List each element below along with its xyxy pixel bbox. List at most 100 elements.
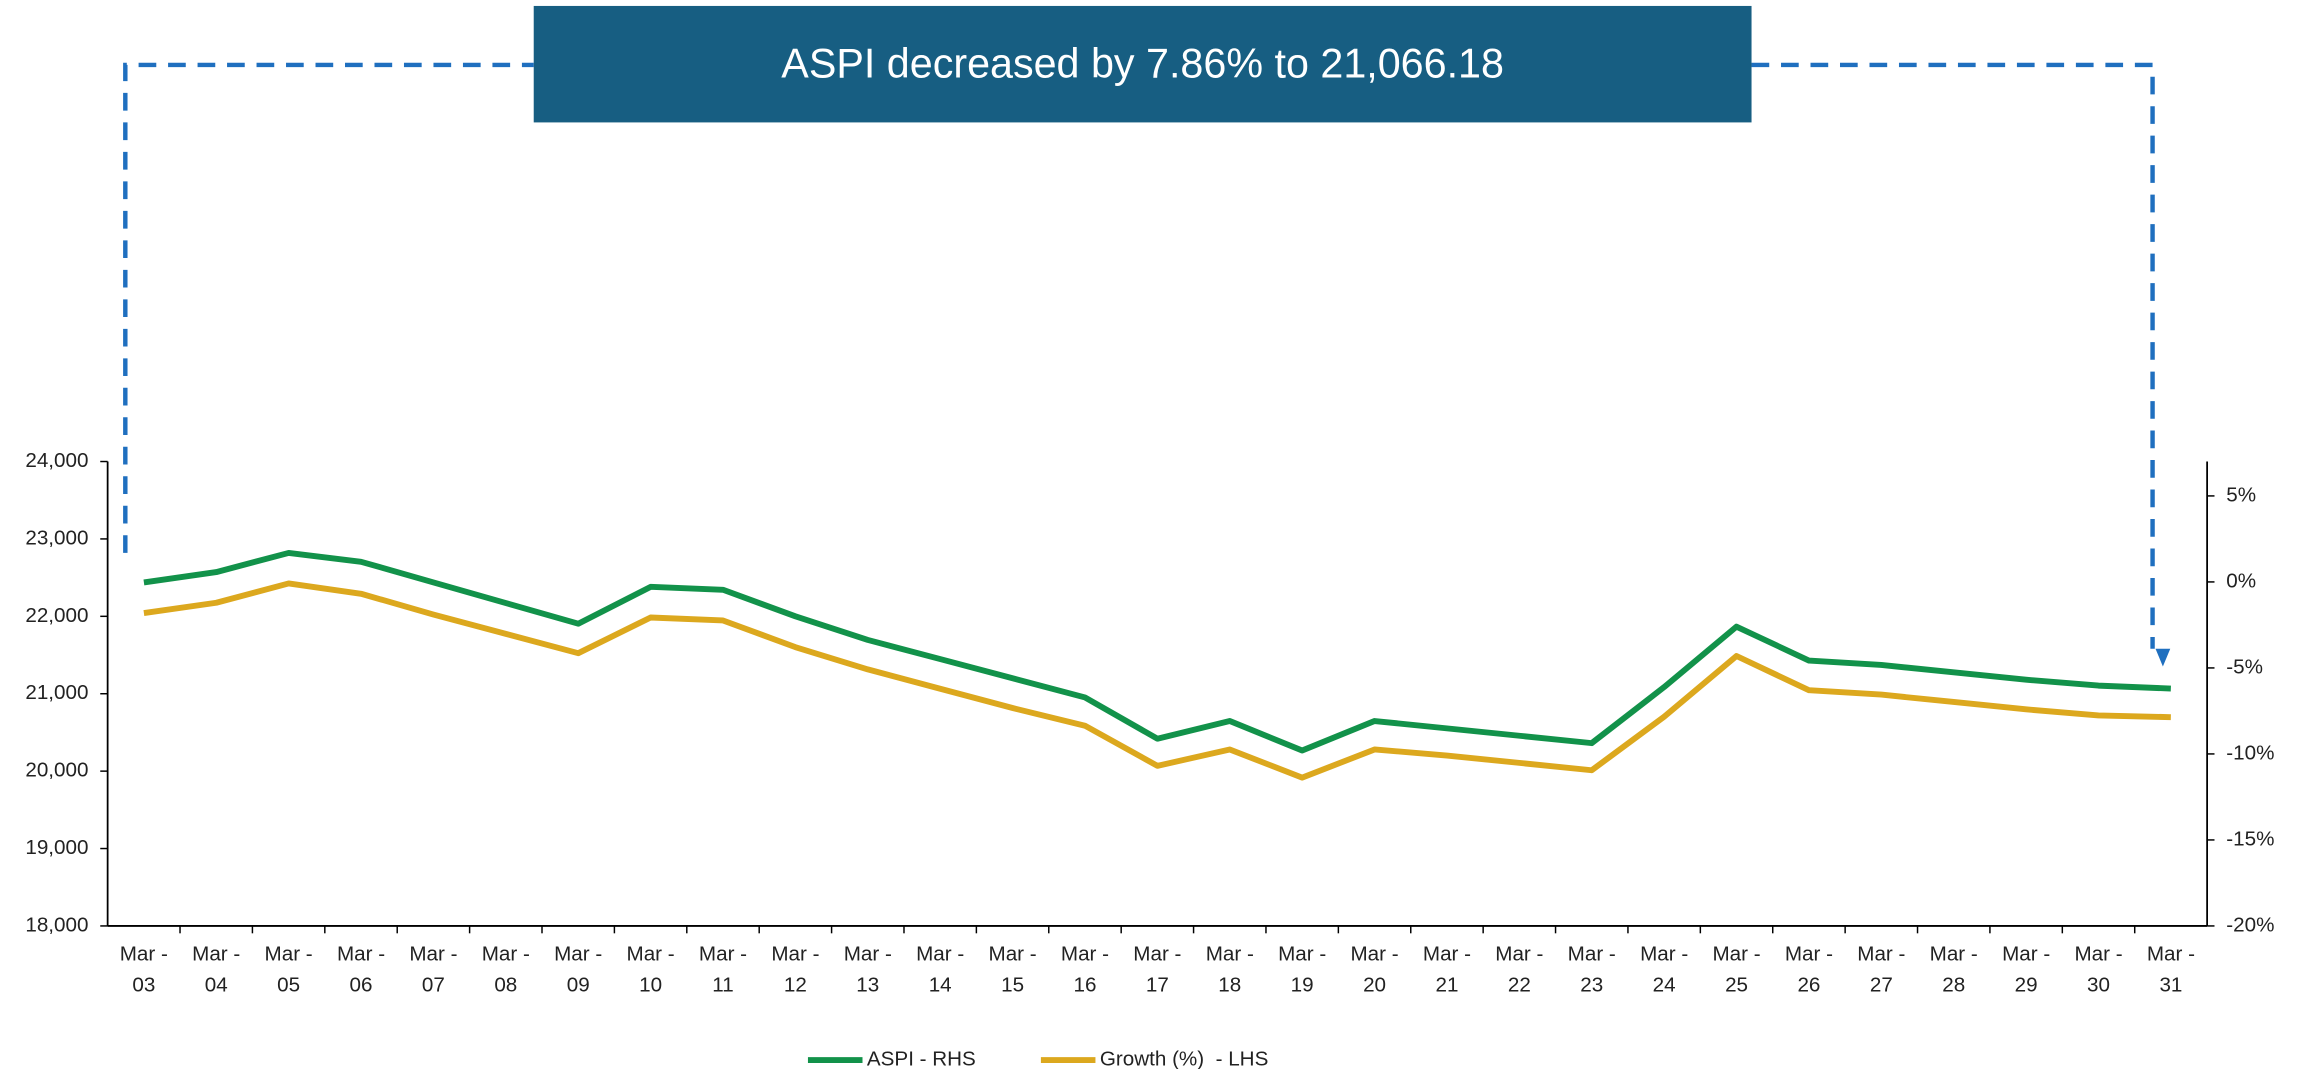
x-tick-label-line: 29 (2015, 974, 2038, 997)
x-tick-label-line: 24 (1653, 974, 1676, 997)
x-tick-label-line: 22 (1508, 974, 1531, 997)
x-tick-label-line: 05 (277, 974, 300, 997)
x-tick-label-line: 30 (2087, 974, 2110, 997)
x-tick-label: Mar - 29 (2002, 943, 2050, 997)
annotation-bracket (123, 62, 2155, 649)
x-tick-label: Mar - 03 (120, 943, 168, 997)
x-tick-label: Mar - 05 (265, 943, 313, 997)
x-tick-label: Mar - 15 (989, 943, 1037, 997)
x-tick-label-line: Mar - (1930, 943, 1978, 966)
x-tick-label-line: 18 (1218, 974, 1241, 997)
x-tick-label: Mar - 07 (409, 943, 457, 997)
x-tick-label: Mar - 09 (554, 943, 602, 997)
y-tick-label: 18,000 (25, 913, 88, 936)
x-tick-label: Mar - 10 (627, 943, 675, 997)
y-tick-label: 20,000 (25, 759, 88, 782)
x-tick-label-line: Mar - (1423, 943, 1471, 966)
x-tick-label-line: Mar - (627, 943, 675, 966)
x-tick-label: Mar - 08 (482, 943, 530, 997)
x-tick-label-line: 14 (929, 974, 952, 997)
x-tick-label-line: Mar - (2002, 943, 2050, 966)
line-series (143, 580, 2171, 781)
x-tick-label-line: 31 (2159, 974, 2182, 997)
y-tick-label: 24,000 (25, 449, 88, 472)
x-tick-label: Mar - 24 (1640, 943, 1688, 997)
x-tick-label: Mar - 28 (1930, 943, 1978, 997)
x-tick-label-line: 08 (494, 974, 517, 997)
x-tick-label-line: 03 (132, 974, 155, 997)
x-tick-label: Mar - 12 (771, 943, 819, 997)
y-tick-label: 21,000 (25, 681, 88, 704)
x-tick-label: Mar - 23 (1568, 943, 1616, 997)
x-tick-label: Mar - 31 (2147, 943, 2195, 997)
x-tick-label-line: 16 (1073, 974, 1096, 997)
x-tick-label-line: Mar - (1350, 943, 1398, 966)
x-tick-label-line: Mar - (699, 943, 747, 966)
x-tick-label-line: Mar - (1495, 943, 1543, 966)
x-tick-label-line: Mar - (2147, 943, 2195, 966)
x-tick-label-line: 23 (1580, 974, 1603, 997)
x-tick-label-line: 06 (350, 974, 373, 997)
x-tick-label: Mar - 27 (1857, 943, 1905, 997)
x-tick-label-line: Mar - (1133, 943, 1181, 966)
x-tick-label-line: Mar - (916, 943, 964, 966)
x-tick-label-line: 15 (1001, 974, 1024, 997)
x-tick-label: Mar - 30 (2074, 943, 2122, 997)
x-tick-label-line: Mar - (120, 943, 168, 966)
y-tick-label: 22,000 (25, 604, 88, 627)
x-tick-label-line: 20 (1363, 974, 1386, 997)
x-tick-label: Mar - 14 (916, 943, 964, 997)
x-tick-label-line: Mar - (192, 943, 240, 966)
x-tick-label-line: 11 (712, 974, 733, 997)
x-tick-label-line: 21 (1435, 974, 1458, 997)
x-tick-label: Mar - 25 (1712, 943, 1760, 997)
x-tick-label-line: Mar - (1857, 943, 1905, 966)
title-banner (533, 5, 1752, 123)
x-tick-label-line: Mar - (1206, 943, 1254, 966)
y2-tick-label: -20% (2226, 913, 2274, 936)
x-tick-label-line: 19 (1291, 974, 1314, 997)
x-tick-label-line: Mar - (844, 943, 892, 966)
x-tick-label: Mar - 19 (1278, 943, 1326, 997)
chart-title: ASPI decreased by 7.86% to 21,066.18 (781, 40, 1504, 86)
x-tick-label-line: Mar - (482, 943, 530, 966)
x-tick-label-line: Mar - (1278, 943, 1326, 966)
x-tick-label-line: 17 (1146, 974, 1169, 997)
x-tick-label-line: Mar - (409, 943, 457, 966)
legend-label: ASPI - RHS (867, 1048, 976, 1069)
x-tick-label-line: Mar - (1061, 943, 1109, 966)
x-tick-label-line: 13 (856, 974, 879, 997)
line-series (143, 549, 2171, 754)
y2-tick-label: -5% (2226, 655, 2263, 678)
x-tick-label: Mar - 18 (1206, 943, 1254, 997)
legend-label: Growth (%) - LHS (1100, 1048, 1268, 1069)
x-tick-label: Mar - 22 (1495, 943, 1543, 997)
x-tick-label-line: 07 (422, 974, 445, 997)
x-tick-label: Mar - 16 (1061, 943, 1109, 997)
y2-tick-label: -15% (2226, 827, 2274, 850)
y2-tick-label: -10% (2226, 741, 2274, 764)
x-tick-label-line: 28 (1942, 974, 1965, 997)
x-tick-label-line: Mar - (989, 943, 1037, 966)
x-tick-label: Mar - 11 (699, 943, 747, 997)
x-tick-label-line: 09 (567, 974, 590, 997)
x-tick-label-line: Mar - (265, 943, 313, 966)
x-tick-label: Mar - 06 (337, 943, 385, 997)
x-tick-label-line: Mar - (1712, 943, 1760, 966)
x-tick-label-line: 26 (1797, 974, 1820, 997)
x-tick-label-line: Mar - (1568, 943, 1616, 966)
x-tick-label-line: 12 (784, 974, 807, 997)
x-tick-label-line: Mar - (2074, 943, 2122, 966)
x-tick-label-line: 10 (639, 974, 662, 997)
x-tick-label-line: Mar - (1640, 943, 1688, 966)
x-tick-label: Mar - 13 (844, 943, 892, 997)
x-tick-label: Mar - 20 (1350, 943, 1398, 997)
x-tick-label: Mar - 17 (1133, 943, 1181, 997)
x-tick-label-line: 27 (1870, 974, 1893, 997)
y2-tick-label: 5% (2226, 483, 2256, 506)
x-tick-label: Mar - 21 (1423, 943, 1471, 997)
x-tick-label-line: Mar - (1785, 943, 1833, 966)
y-tick-label: 23,000 (25, 526, 88, 549)
x-tick-label-line: 04 (205, 974, 228, 997)
